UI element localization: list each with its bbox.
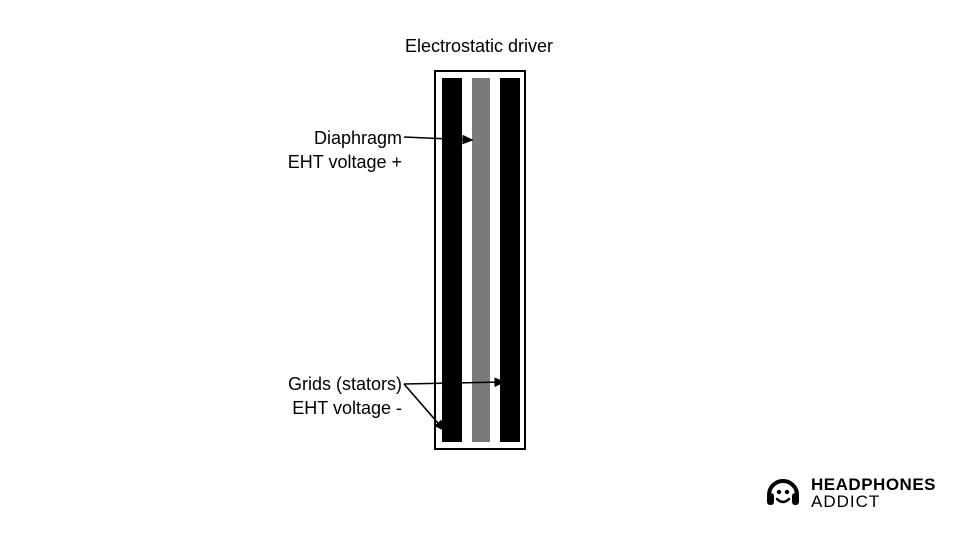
diaphragm-label-line1: Diaphragm — [288, 126, 402, 150]
brand-logo-text: HEADPHONES ADDICT — [811, 477, 936, 509]
stator-right-bar — [500, 78, 520, 442]
grids-label: Grids (stators) EHT voltage - — [288, 372, 402, 421]
diaphragm-bar — [472, 78, 490, 442]
diaphragm-label-line2: EHT voltage + — [288, 150, 402, 174]
diagram-title: Electrostatic driver — [405, 36, 553, 57]
grids-label-line2: EHT voltage - — [288, 396, 402, 420]
diagram-stage: Electrostatic driver Diaphragm EHT volta… — [0, 0, 960, 540]
headphones-icon — [763, 471, 803, 516]
brand-logo-line2: ADDICT — [811, 494, 936, 510]
stator-left-bar — [442, 78, 462, 442]
diaphragm-label: Diaphragm EHT voltage + — [288, 126, 402, 175]
grids-label-line1: Grids (stators) — [288, 372, 402, 396]
driver-enclosure — [434, 70, 526, 450]
brand-logo: HEADPHONES ADDICT — [763, 471, 936, 516]
